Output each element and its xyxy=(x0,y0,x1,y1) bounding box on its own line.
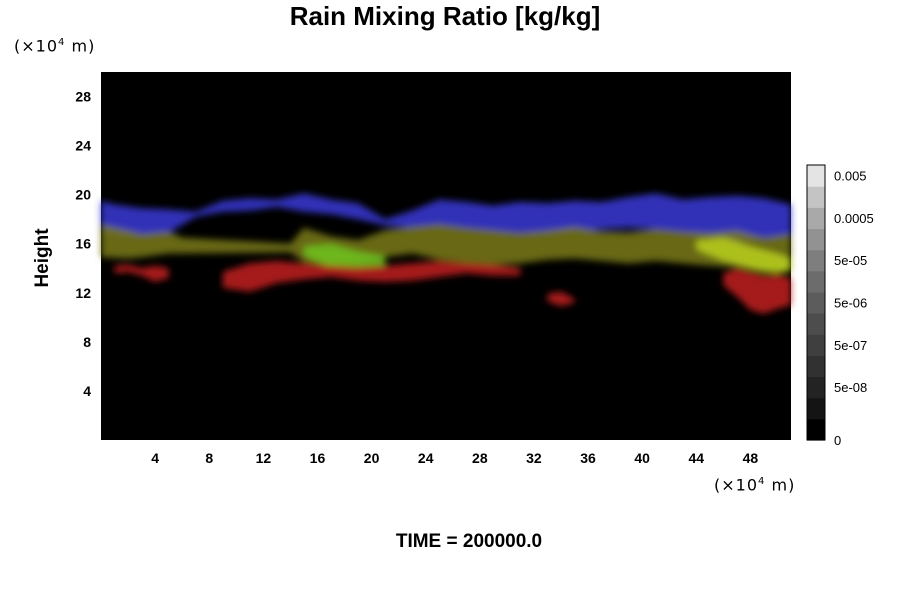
colorbar-label: 0 xyxy=(834,433,841,448)
y-axis-unit: (×104 m) xyxy=(14,36,96,56)
colorbar-swatch xyxy=(807,376,825,399)
x-tick-label: 8 xyxy=(205,450,213,466)
x-tick-label: 28 xyxy=(472,450,488,466)
colorbar-label: 5e-06 xyxy=(834,296,867,311)
y-tick-label: 8 xyxy=(83,334,91,350)
y-tick-label: 12 xyxy=(75,285,91,301)
rain-layer xyxy=(114,264,169,282)
rain-layer xyxy=(303,243,386,271)
rain-field xyxy=(101,193,791,314)
x-tick-label: 4 xyxy=(151,450,159,466)
colorbar-swatch xyxy=(807,418,825,441)
y-tick-label: 4 xyxy=(83,383,91,399)
colorbar-swatch xyxy=(807,291,825,314)
x-tick-label: 48 xyxy=(743,450,759,466)
time-label: TIME = 200000.0 xyxy=(395,531,543,552)
chart-title: Rain Mixing Ratio [kg/kg] xyxy=(289,1,601,31)
x-tick-label: 12 xyxy=(256,450,272,466)
colorbar-swatch xyxy=(807,228,825,251)
colorbar-swatch xyxy=(807,313,825,335)
colorbar-swatch xyxy=(807,207,825,230)
colorbar-swatch xyxy=(807,186,825,208)
colorbar-label: 5e-08 xyxy=(834,380,867,395)
colorbar-swatch xyxy=(807,165,825,187)
y-tick-label: 20 xyxy=(75,187,91,203)
y-tick-label: 16 xyxy=(75,236,91,252)
x-tick-label: 32 xyxy=(526,450,542,466)
colorbar-swatch xyxy=(807,355,825,378)
colorbar-swatch xyxy=(807,334,825,356)
rain-layer xyxy=(222,260,521,292)
rain-layer xyxy=(696,237,791,274)
x-tick-label: 44 xyxy=(689,450,705,466)
colorbar-swatch xyxy=(807,249,825,272)
colorbar-label: 5e-05 xyxy=(834,253,867,268)
y-tick-label: 28 xyxy=(75,89,91,105)
rain-layer xyxy=(547,291,575,307)
x-tick-label: 20 xyxy=(364,450,380,466)
rain-layer xyxy=(723,268,791,314)
colorbar-label: 5e-07 xyxy=(834,338,867,353)
x-ticks: 4 8 12 16 20 24 28 32 36 40 44 48 xyxy=(151,450,758,466)
x-tick-label: 16 xyxy=(310,450,326,466)
colorbar: 0.005 0.0005 5e-05 5e-06 5e-07 5e-08 0 xyxy=(806,164,874,448)
x-axis-unit: (×104 m) xyxy=(714,475,796,495)
colorbar-frame xyxy=(806,164,826,441)
y-tick-label: 24 xyxy=(75,138,91,154)
rain-layer xyxy=(101,193,791,243)
colorbar-swatch xyxy=(807,397,825,420)
y-ticks: 4 8 12 16 20 24 28 xyxy=(75,89,91,399)
colorbar-swatch xyxy=(807,270,825,293)
x-tick-label: 40 xyxy=(634,450,650,466)
colorbar-label: 0.005 xyxy=(834,169,867,184)
colorbar-label: 0.0005 xyxy=(834,211,874,226)
x-tick-label: 24 xyxy=(418,450,434,466)
rain-layer xyxy=(101,224,791,274)
x-tick-label: 36 xyxy=(580,450,596,466)
